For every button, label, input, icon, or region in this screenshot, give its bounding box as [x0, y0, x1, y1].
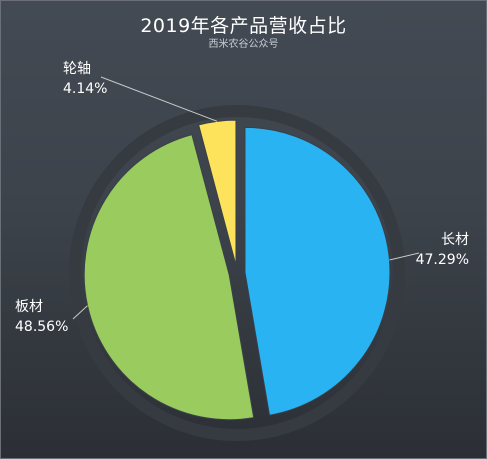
leader-line-2 — [72, 305, 88, 320]
slice-label-name-2: 板材 — [15, 299, 43, 315]
pie-slice-1 — [244, 126, 391, 416]
leader-line-1 — [389, 252, 420, 261]
chart-title: 2019年各产品营收占比 — [140, 15, 347, 37]
leader-lines — [72, 76, 420, 320]
slice-label-value-1: 47.29% — [416, 252, 469, 268]
slice-labels: 长材 47.29% 板材 48.56% 轮轴 4.14% — [15, 61, 469, 335]
pie-slice-3 — [198, 119, 237, 266]
slice-label-name-3: 轮轴 — [63, 61, 91, 77]
pie-slices — [83, 119, 391, 421]
pie-background-ring — [69, 105, 405, 441]
slice-label-value-3: 4.14% — [63, 81, 107, 97]
leader-line-3 — [100, 76, 218, 122]
slice-label-name-1: 长材 — [441, 232, 469, 248]
pie-slice-2 — [83, 133, 255, 421]
chart-subtitle: 西米农谷公众号 — [208, 39, 279, 50]
slice-label-value-2: 48.56% — [15, 319, 68, 335]
